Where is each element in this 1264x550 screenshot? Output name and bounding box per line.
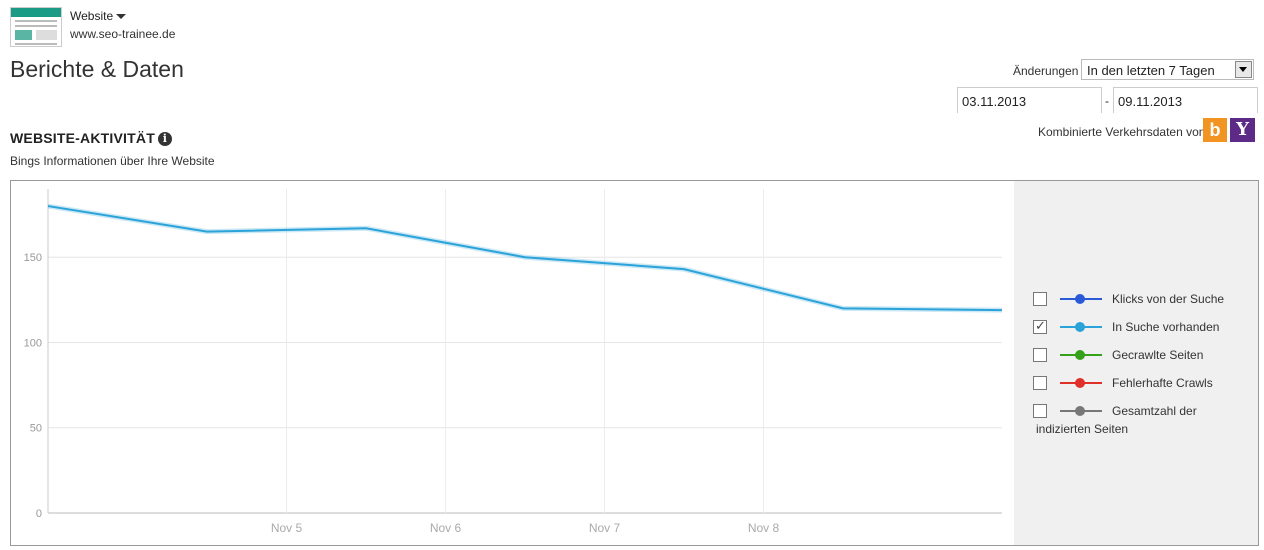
site-selector-label: Website xyxy=(70,9,114,23)
section-subtitle: Bings Informationen über Ihre Website xyxy=(10,154,215,168)
info-icon[interactable]: i xyxy=(157,132,172,146)
legend-dot-icon xyxy=(1075,294,1085,304)
y-tick-label: 0 xyxy=(36,508,42,520)
y-tick-label: 50 xyxy=(30,423,42,435)
legend-label: Klicks von der Suche xyxy=(1112,292,1225,306)
section-title-wrap: WEBSITE-AKTIVITÄT i xyxy=(10,130,172,146)
bing-logo-icon: b xyxy=(1203,118,1227,142)
x-tick-label: Nov 6 xyxy=(430,521,462,535)
legend-dot-icon xyxy=(1075,322,1085,332)
period-dropdown[interactable]: In den letzten 7 Tagen xyxy=(1081,59,1254,80)
date-from-input[interactable]: 03.11.2013 xyxy=(957,87,1102,113)
legend-panel xyxy=(1014,181,1258,545)
legend-label: Gecrawlte Seiten xyxy=(1112,348,1204,362)
combined-traffic-label: Kombinierte Verkehrsdaten von xyxy=(1038,125,1206,139)
x-tick-label: Nov 5 xyxy=(271,521,303,535)
section-title: WEBSITE-AKTIVITÄT xyxy=(10,130,155,146)
legend-checkbox[interactable] xyxy=(1033,318,1047,334)
date-separator: - xyxy=(1105,94,1109,108)
page-title: Berichte & Daten xyxy=(10,56,184,82)
legend-label: Fehlerhafte Crawls xyxy=(1112,376,1213,390)
y-tick-label: 100 xyxy=(24,337,42,349)
legend-dot-icon xyxy=(1075,406,1085,416)
legend-checkbox[interactable] xyxy=(1033,376,1047,390)
date-to-input[interactable]: 09.11.2013 xyxy=(1113,87,1258,113)
legend-label: Gesamtzahl der xyxy=(1112,404,1197,418)
legend-dot-icon xyxy=(1075,378,1085,388)
changes-label: Änderungen xyxy=(1013,64,1079,78)
legend-label-line2: indizierten Seiten xyxy=(1036,422,1129,436)
legend-checkbox[interactable] xyxy=(1033,404,1047,418)
period-value: In den letzten 7 Tagen xyxy=(1087,63,1215,78)
yahoo-logo-icon: Y xyxy=(1230,118,1255,142)
site-thumbnail xyxy=(10,7,62,47)
series-line xyxy=(47,205,1003,312)
x-tick-label: Nov 8 xyxy=(748,521,780,535)
legend-checkbox[interactable] xyxy=(1033,292,1047,306)
dropdown-arrow-icon[interactable] xyxy=(1235,61,1252,78)
legend-checkbox[interactable] xyxy=(1033,348,1047,362)
x-tick-label: Nov 7 xyxy=(589,521,621,535)
chevron-down-icon xyxy=(116,14,127,20)
site-url: www.seo-trainee.de xyxy=(70,27,176,41)
activity-chart: 0 50 100 150 Nov 5 Nov 6 Nov 7 Nov 8 xyxy=(24,189,1003,535)
site-selector[interactable]: Website xyxy=(70,9,127,23)
legend-label: In Suche vorhanden xyxy=(1112,320,1220,334)
legend-dot-icon xyxy=(1075,350,1085,360)
y-tick-label: 150 xyxy=(24,252,42,264)
